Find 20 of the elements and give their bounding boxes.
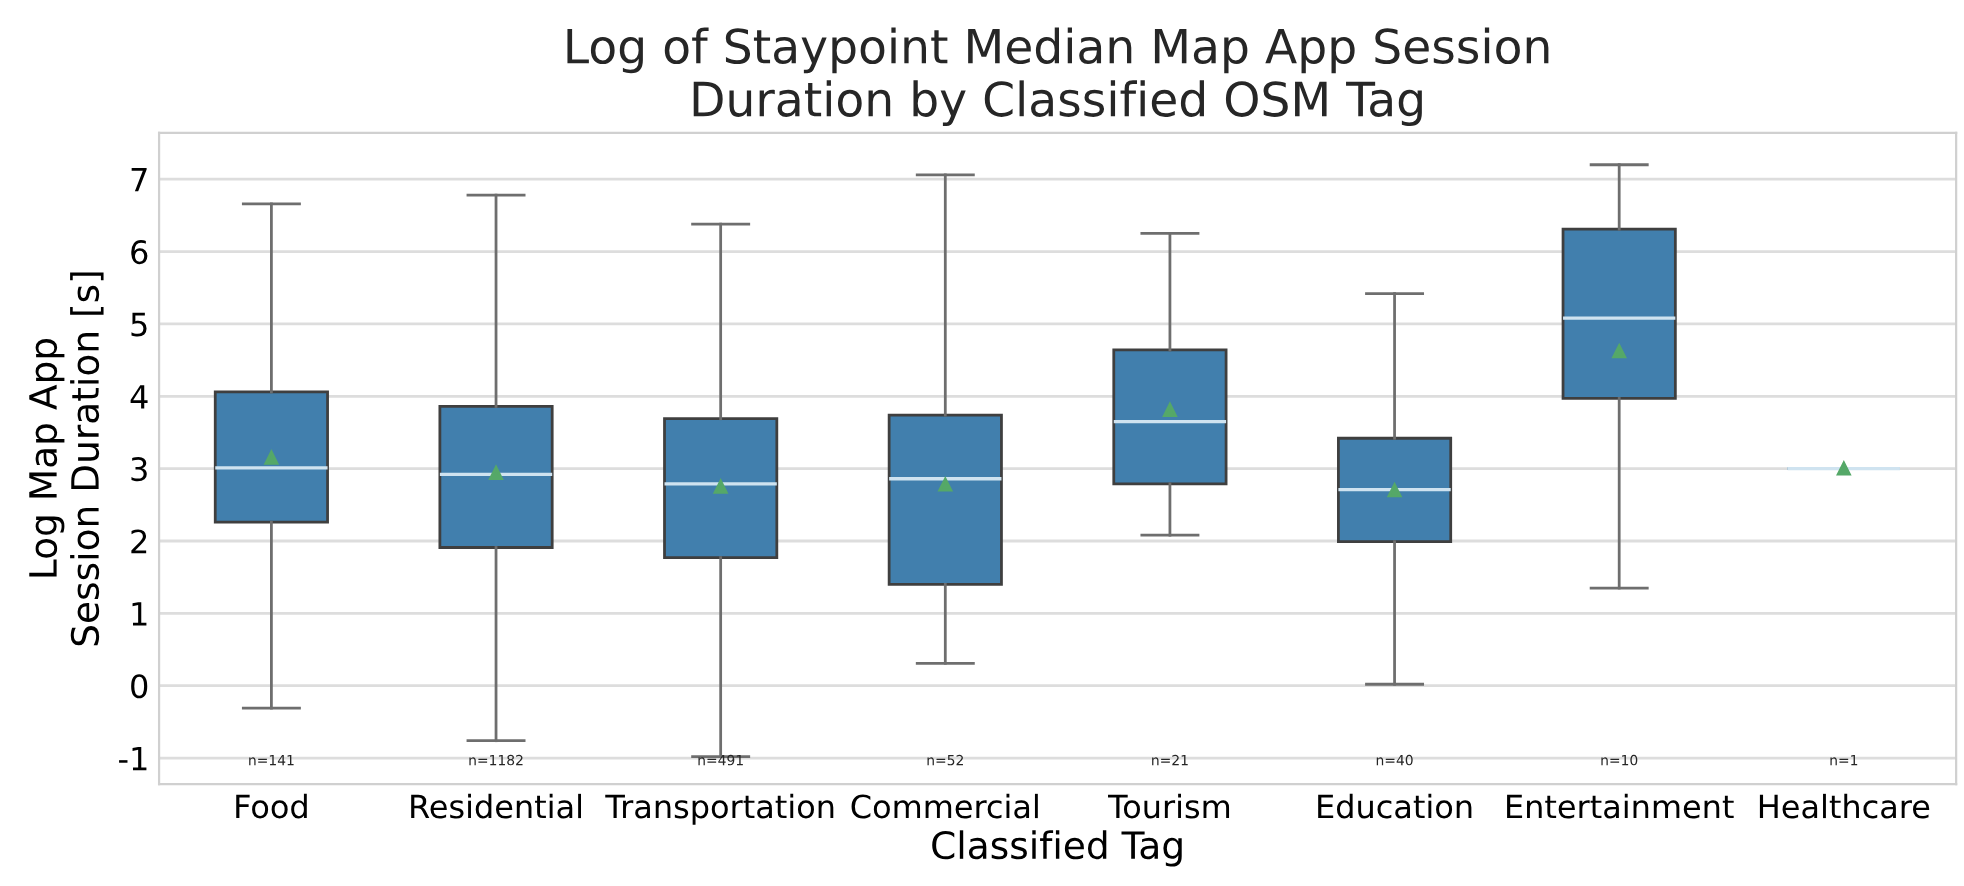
x-tick-label: Tourism — [1108, 793, 1230, 819]
chart-title: Log of Staypoint Median Map App Session Duration by Classified OSM Tag — [567, 27, 1549, 127]
y-tick-label: 4 — [130, 385, 148, 409]
y-tick-label: 5 — [131, 312, 147, 337]
y-tick-label: 0 — [131, 674, 148, 699]
x-tick-label: Entertainment — [1507, 793, 1734, 819]
x-tick-label: Residential — [411, 793, 582, 819]
y-tick-label: -1 — [119, 746, 147, 771]
x-tick-label: Education — [1318, 793, 1472, 819]
x-tick-label: Healthcare — [1759, 793, 1930, 819]
y-tick-label: 1 — [132, 602, 147, 626]
y-tick-label: 7 — [131, 168, 147, 192]
x-tick-label: Food — [236, 793, 307, 819]
x-tick-label: Commercial — [851, 793, 1038, 819]
y-tick-label: 6 — [131, 239, 148, 265]
y-tick-label: 2 — [131, 529, 147, 554]
y-tick-label: 3 — [131, 457, 147, 482]
x-tick-label: Transportation — [605, 793, 834, 825]
y-axis-title: Log Map App Session Duration [s] — [29, 272, 104, 646]
x-axis-title: Classified Tag — [932, 830, 1182, 867]
